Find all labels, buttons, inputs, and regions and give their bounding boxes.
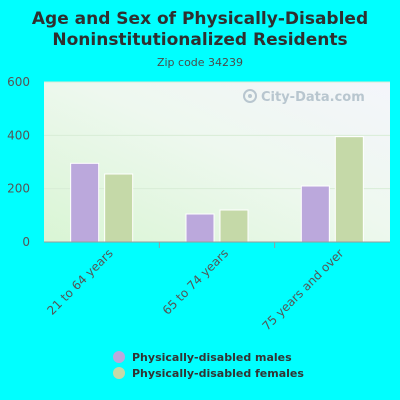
y-tick-label: 0 — [22, 235, 30, 249]
y-tick-label: 200 — [7, 182, 30, 196]
watermark-icon-dot — [248, 94, 252, 98]
chart-title-line-1: Age and Sex of Physically-Disabled — [32, 9, 368, 29]
legend-swatch-males — [113, 351, 125, 363]
chart-title-line-2: Noninstitutionalized Residents — [52, 30, 347, 50]
grid-layer — [44, 81, 390, 190]
x-tick-layer: 21 to 64 years 65 to 74 years 75 years and… — [44, 242, 346, 333]
watermark: City-Data.com — [243, 89, 365, 105]
legend-label-males: Physically-disabled males — [132, 351, 292, 364]
legend: Physically-disabled males Physically-disa… — [113, 351, 304, 380]
chart-subtitle: Zip code 34239 — [157, 56, 243, 69]
legend-swatch-females — [113, 367, 125, 379]
bar-males — [185, 213, 215, 243]
watermark-text: City-Data.com — [261, 90, 365, 105]
bar-layer — [70, 136, 364, 243]
watermark-icon — [243, 89, 257, 103]
legend-label-females: Physically-disabled females — [132, 367, 304, 380]
bar-males — [300, 185, 330, 243]
x-tick-label: 65 to 74 years — [160, 246, 231, 317]
y-tick-label: 400 — [7, 128, 30, 142]
y-tick-label: 600 — [7, 75, 30, 89]
bar-females — [219, 209, 249, 243]
y-tick-layer: 0 200 400 600 — [7, 75, 30, 249]
bar-males — [70, 162, 100, 243]
bar-females — [104, 173, 134, 243]
bar-females — [334, 136, 364, 243]
x-tick-label: 75 years and over — [259, 246, 346, 333]
plot-area — [44, 82, 390, 242]
x-tick-label: 21 to 64 years — [44, 246, 115, 317]
